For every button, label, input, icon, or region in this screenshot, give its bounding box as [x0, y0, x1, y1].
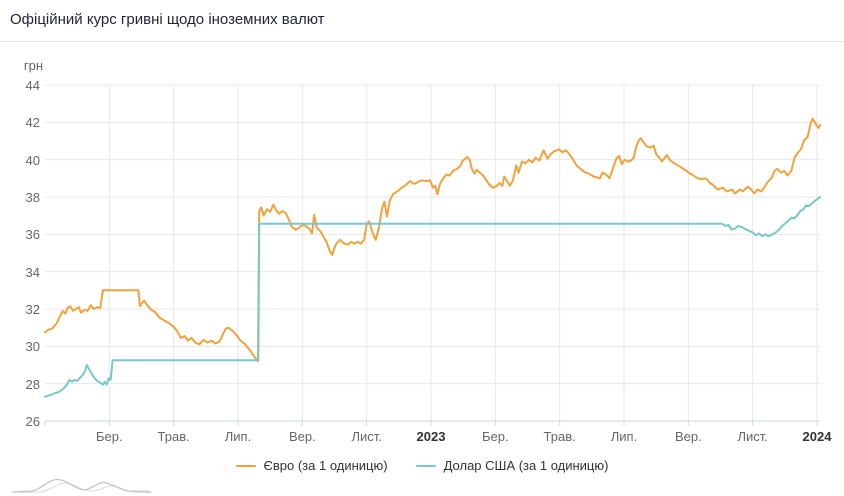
series-line-euro[interactable]: [44, 117, 822, 363]
legend-label-usd: Долар США (за 1 одиницю): [443, 458, 609, 473]
y-tick-label-42: 42: [25, 115, 40, 131]
y-tick-label-36: 36: [25, 227, 40, 243]
y-tick-label-38: 38: [25, 190, 40, 205]
x-tick-label-Лист.: Лист.: [737, 429, 768, 444]
legend-item-usd[interactable]: Долар США (за 1 одиницю): [415, 458, 609, 473]
x-tick-label-2023: 2023: [416, 429, 446, 444]
series-layer: [44, 117, 822, 398]
x-tick-label-Трав.: Трав.: [543, 429, 576, 444]
page-title: Офіційний курс гривні щодо іноземних вал…: [10, 11, 325, 28]
grid-layer: [44, 84, 821, 426]
mini-sparkline-line: [11, 478, 151, 493]
euro-line-swatch: [235, 464, 256, 467]
chart-legend: Євро (за 1 одиницю) Долар США (за 1 один…: [0, 458, 844, 473]
legend-item-euro[interactable]: Євро (за 1 одиницю): [235, 458, 388, 473]
y-tick-label-32: 32: [25, 302, 40, 317]
x-tick-label-Лип.: Лип.: [610, 429, 638, 444]
x-tick-label-Вер.: Вер.: [674, 429, 702, 444]
x-tick-label-Бер.: Бер.: [482, 429, 509, 444]
usd-line-swatch: [415, 464, 436, 467]
y-tick-label-26: 26: [25, 414, 40, 429]
y-axis-unit-label: грн: [23, 58, 43, 73]
mini-sparkline: [11, 478, 153, 494]
widget-header: Офіційний курс гривні щодо іноземних вал…: [0, 0, 844, 41]
series-line-usd[interactable]: [44, 196, 822, 398]
x-tick-label-Лист.: Лист.: [351, 429, 382, 444]
y-tick-label-30: 30: [25, 339, 40, 355]
y-tick-label-28: 28: [25, 376, 40, 392]
y-tick-label-44: 44: [25, 78, 40, 93]
x-tick-label-Бер.: Бер.: [96, 429, 123, 444]
x-tick-label-Лип.: Лип.: [224, 429, 252, 444]
x-tick-label-2024: 2024: [802, 429, 832, 444]
header-divider: [0, 41, 844, 42]
x-tick-label-Вер.: Вер.: [288, 429, 316, 444]
y-tick-label-34: 34: [25, 264, 40, 280]
legend-label-euro: Євро (за 1 одиницю): [263, 458, 388, 473]
y-tick-label-40: 40: [25, 152, 40, 168]
x-tick-label-Трав.: Трав.: [157, 429, 190, 444]
